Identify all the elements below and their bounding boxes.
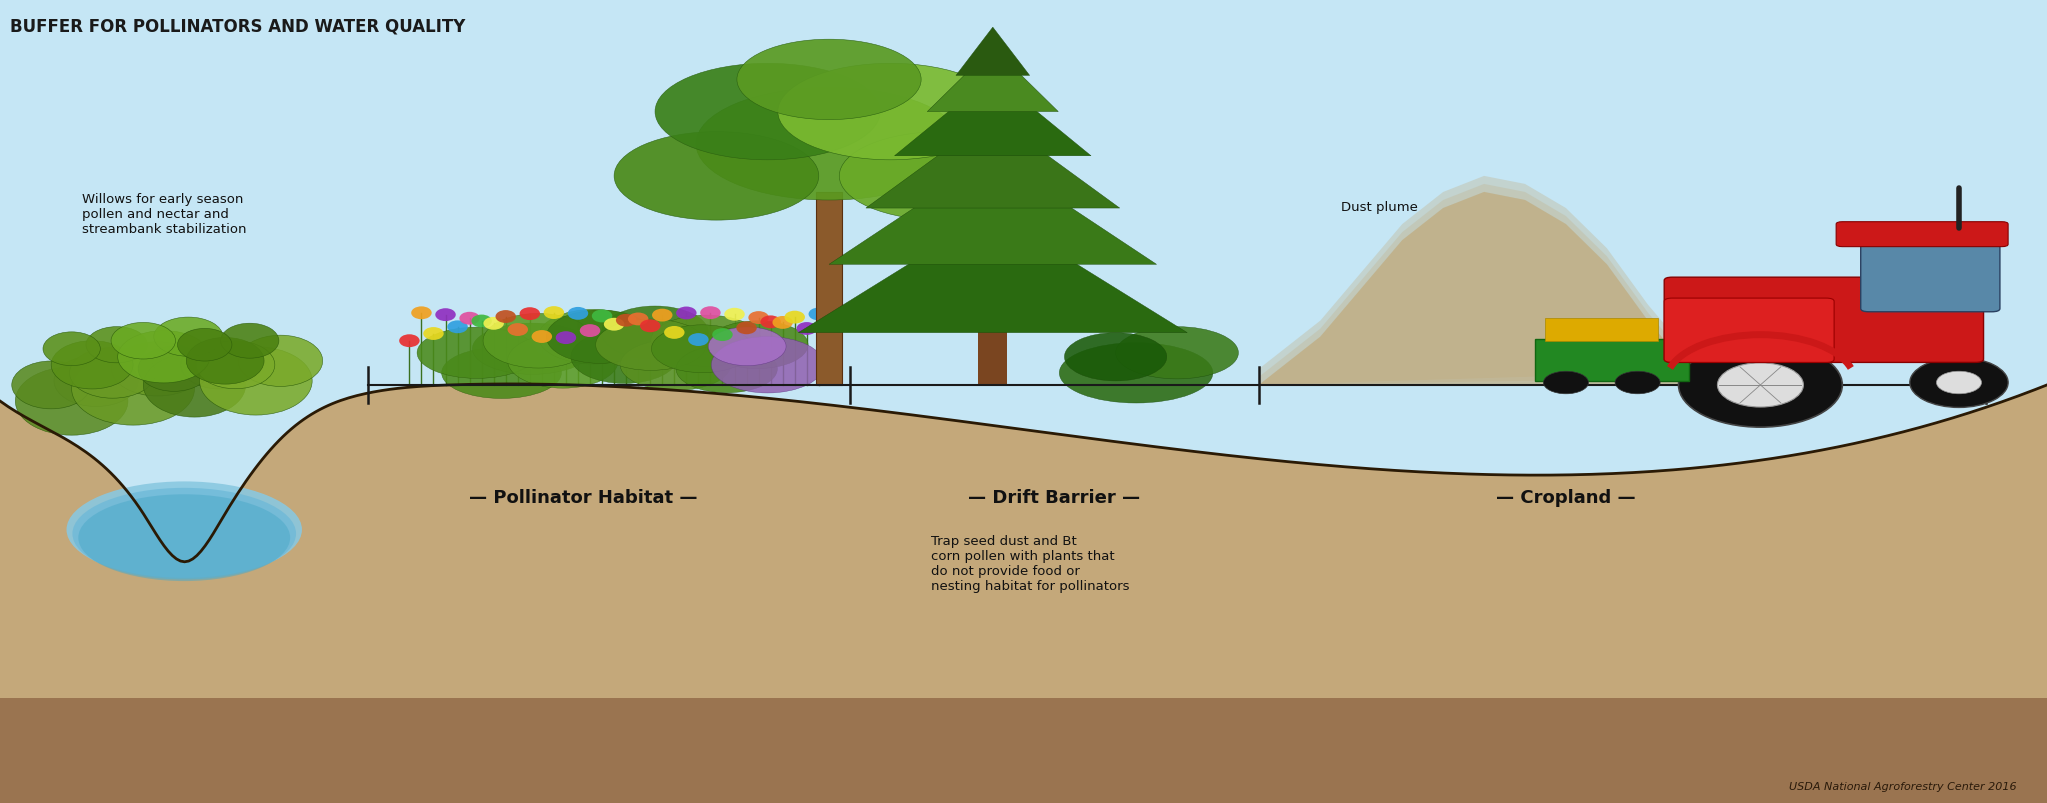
- Polygon shape: [1259, 193, 1801, 385]
- Ellipse shape: [796, 323, 817, 336]
- Ellipse shape: [1910, 358, 2008, 408]
- FancyBboxPatch shape: [1545, 319, 1658, 341]
- Ellipse shape: [495, 311, 516, 324]
- Ellipse shape: [66, 482, 303, 578]
- Ellipse shape: [483, 314, 594, 369]
- Ellipse shape: [737, 40, 921, 120]
- Ellipse shape: [604, 319, 624, 332]
- Ellipse shape: [567, 308, 587, 320]
- Polygon shape: [1259, 177, 1801, 385]
- Ellipse shape: [712, 328, 733, 341]
- Ellipse shape: [706, 321, 809, 369]
- Polygon shape: [1259, 193, 1801, 385]
- Ellipse shape: [111, 323, 176, 360]
- Ellipse shape: [778, 64, 1003, 161]
- FancyBboxPatch shape: [1664, 299, 1834, 363]
- Ellipse shape: [602, 307, 708, 360]
- FancyBboxPatch shape: [1535, 340, 1689, 381]
- Ellipse shape: [178, 329, 231, 361]
- Ellipse shape: [448, 321, 469, 334]
- Ellipse shape: [186, 338, 264, 385]
- Ellipse shape: [473, 324, 592, 375]
- Ellipse shape: [418, 328, 536, 379]
- FancyBboxPatch shape: [1861, 234, 2000, 312]
- Ellipse shape: [1615, 372, 1660, 394]
- Ellipse shape: [839, 132, 1044, 221]
- Ellipse shape: [16, 367, 127, 435]
- Ellipse shape: [237, 336, 323, 387]
- Ellipse shape: [700, 307, 721, 320]
- Text: Dust plume: Dust plume: [1341, 201, 1419, 214]
- Ellipse shape: [436, 309, 456, 322]
- Ellipse shape: [117, 331, 209, 383]
- Ellipse shape: [154, 318, 223, 357]
- Polygon shape: [866, 116, 1120, 209]
- Ellipse shape: [759, 316, 780, 329]
- Text: — Pollinator Habitat —: — Pollinator Habitat —: [469, 489, 698, 507]
- Ellipse shape: [620, 340, 731, 391]
- Ellipse shape: [628, 313, 649, 326]
- Ellipse shape: [547, 311, 653, 364]
- Ellipse shape: [749, 312, 770, 324]
- Ellipse shape: [180, 341, 258, 389]
- Ellipse shape: [676, 345, 778, 393]
- Ellipse shape: [663, 327, 684, 340]
- Ellipse shape: [51, 341, 133, 389]
- Ellipse shape: [520, 308, 540, 320]
- Ellipse shape: [53, 356, 139, 407]
- Ellipse shape: [545, 307, 565, 320]
- Ellipse shape: [651, 325, 753, 373]
- Text: Willows for early season
pollen and nectar and
streambank stabilization: Willows for early season pollen and nect…: [82, 193, 246, 235]
- Ellipse shape: [483, 317, 504, 330]
- Ellipse shape: [725, 308, 745, 321]
- Ellipse shape: [532, 331, 553, 344]
- Ellipse shape: [1060, 344, 1212, 403]
- Ellipse shape: [197, 341, 274, 389]
- Ellipse shape: [201, 347, 311, 416]
- Ellipse shape: [696, 88, 962, 201]
- Ellipse shape: [442, 348, 561, 399]
- Ellipse shape: [1936, 372, 1981, 394]
- Ellipse shape: [86, 328, 147, 363]
- Ellipse shape: [809, 308, 829, 321]
- Ellipse shape: [411, 307, 432, 320]
- Ellipse shape: [1679, 344, 1842, 427]
- Text: — Cropland —: — Cropland —: [1496, 489, 1636, 507]
- Ellipse shape: [508, 324, 528, 336]
- Text: BUFFER FOR POLLINATORS AND WATER QUALITY: BUFFER FOR POLLINATORS AND WATER QUALITY: [10, 18, 465, 35]
- Ellipse shape: [712, 337, 823, 393]
- Ellipse shape: [111, 342, 205, 397]
- Text: — Drift Barrier —: — Drift Barrier —: [968, 489, 1140, 507]
- Ellipse shape: [616, 315, 637, 328]
- Ellipse shape: [651, 316, 761, 367]
- Ellipse shape: [72, 353, 194, 426]
- Ellipse shape: [571, 331, 678, 384]
- Ellipse shape: [655, 64, 880, 161]
- FancyBboxPatch shape: [1664, 278, 1984, 363]
- Ellipse shape: [538, 310, 649, 365]
- Ellipse shape: [579, 324, 600, 337]
- Polygon shape: [0, 385, 2047, 803]
- Ellipse shape: [737, 322, 757, 335]
- Ellipse shape: [596, 320, 706, 371]
- Ellipse shape: [555, 332, 575, 344]
- Ellipse shape: [139, 347, 209, 392]
- Ellipse shape: [508, 334, 618, 389]
- Ellipse shape: [653, 309, 673, 322]
- Ellipse shape: [424, 328, 444, 340]
- Ellipse shape: [1116, 328, 1238, 379]
- Ellipse shape: [1543, 372, 1588, 394]
- Ellipse shape: [78, 495, 291, 581]
- Text: Trap seed dust and Bt
corn pollen with plants that
do not provide food or
nestin: Trap seed dust and Bt corn pollen with p…: [931, 534, 1130, 592]
- Polygon shape: [0, 699, 2047, 803]
- Ellipse shape: [12, 361, 90, 410]
- Polygon shape: [956, 28, 1030, 76]
- Ellipse shape: [1717, 363, 1803, 408]
- Polygon shape: [829, 157, 1157, 265]
- Ellipse shape: [70, 348, 156, 398]
- Ellipse shape: [676, 308, 696, 320]
- Ellipse shape: [399, 335, 420, 348]
- Polygon shape: [798, 213, 1187, 333]
- FancyBboxPatch shape: [815, 193, 843, 385]
